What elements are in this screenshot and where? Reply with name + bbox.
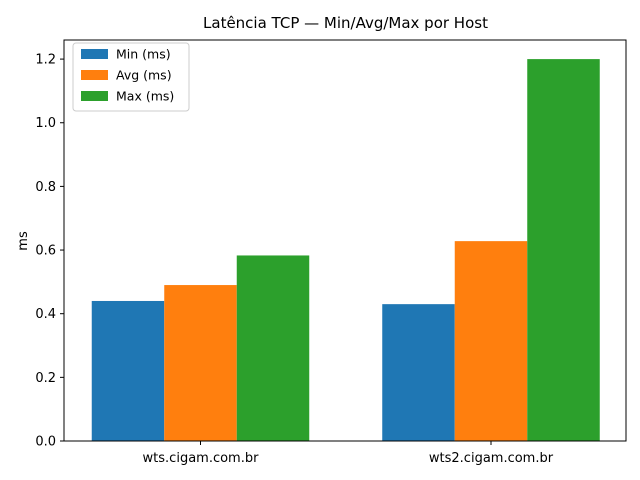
y-tick-label: 0.0	[35, 435, 56, 450]
y-tick-label: 1.2	[35, 53, 56, 68]
x-axis: wts.cigam.com.br wts2.cigam.com.br	[143, 441, 554, 466]
legend-swatch	[81, 91, 108, 101]
legend-swatch	[81, 49, 108, 59]
legend-label: Min (ms)	[116, 47, 171, 62]
chart-title: Latência TCP — Min/Avg/Max por Host	[203, 14, 488, 32]
x-tick-label: wts.cigam.com.br	[143, 451, 260, 466]
y-tick-label: 0.2	[35, 371, 56, 386]
bars-group	[91, 59, 600, 441]
y-tick-label: 0.4	[35, 307, 56, 322]
y-tick-label: 1.0	[35, 116, 56, 131]
y-axis-label: ms	[16, 231, 31, 251]
y-tick-label: 0.6	[35, 244, 56, 259]
bar-avg-2	[454, 241, 528, 441]
y-axis: 0.0 0.2 0.4 0.6 0.8 1.0 1.2	[35, 53, 64, 450]
bar-min-1	[91, 300, 165, 441]
legend-label: Max (ms)	[116, 89, 174, 104]
bar-max-2	[527, 59, 600, 441]
plot-area-frame	[63, 39, 627, 442]
bar-avg-1	[164, 285, 237, 441]
legend: Min (ms) Avg (ms) Max (ms)	[72, 42, 190, 112]
bar-min-2	[382, 304, 455, 441]
bar-max-1	[236, 255, 310, 441]
legend-label: Avg (ms)	[116, 68, 172, 83]
legend-swatch	[81, 70, 108, 80]
y-tick-label: 0.8	[35, 180, 56, 195]
x-tick-label: wts2.cigam.com.br	[429, 451, 554, 466]
